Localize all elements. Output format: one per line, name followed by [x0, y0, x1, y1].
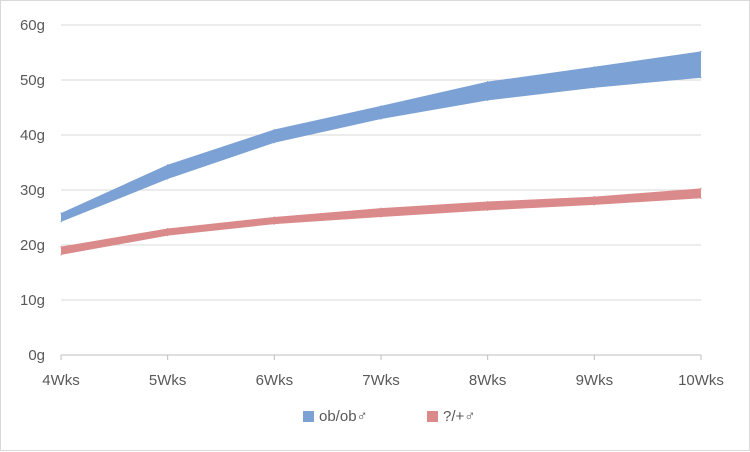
series-1-upper-point-6 [700, 187, 702, 189]
x-tick-label-0: 4Wks [42, 372, 80, 389]
legend-swatch-0 [303, 411, 314, 422]
series-1-lower-point-4 [487, 209, 489, 211]
series-band-0 [61, 51, 701, 222]
series-1-upper-point-4 [487, 200, 489, 203]
series-1-lower-point-1 [167, 235, 169, 237]
series-0-lower-point-6 [700, 77, 702, 79]
series-1-lower-point-3 [380, 216, 382, 218]
series-bands [60, 50, 702, 256]
legend-label-1: ?/+♂ [443, 408, 476, 425]
x-tick-label-2: 6Wks [256, 372, 294, 389]
series-0-lower-point-3 [380, 118, 382, 120]
series-band-1 [61, 188, 701, 255]
series-1-lower-point-2 [273, 223, 275, 225]
y-tick-label-20: 20g [20, 237, 45, 254]
x-axis [60, 354, 702, 360]
series-0-upper-point-5 [593, 66, 595, 68]
series-1-lower-point-6 [700, 197, 702, 199]
y-tick-label-30: 30g [20, 182, 45, 199]
x-tick-labels: 4Wks 5Wks 6Wks 7Wks 8Wks 9Wks 10Wks [42, 372, 724, 389]
x-tick-label-4: 8Wks [469, 372, 507, 389]
series-0-lower-point-1 [167, 178, 169, 180]
legend: ob/ob♂ ?/+♂ [303, 408, 476, 425]
series-1-upper-point-2 [273, 216, 275, 218]
x-tick-label-5: 9Wks [576, 372, 614, 389]
series-0-upper-point-6 [700, 50, 702, 53]
x-tick-label-6: 10Wks [678, 372, 724, 389]
series-0-lower-point-5 [593, 87, 595, 89]
series-0-lower-point-4 [487, 99, 489, 101]
legend-swatch-1 [427, 411, 438, 422]
series-0-upper-point-3 [380, 105, 382, 107]
legend-label-0: ob/ob♂ [319, 408, 368, 425]
y-tick-label-10: 10g [20, 292, 45, 309]
y-tick-label-50: 50g [20, 72, 45, 89]
series-0-lower-point-2 [273, 142, 275, 144]
series-1-upper-point-0 [60, 246, 62, 248]
series-0-upper-point-4 [487, 81, 489, 83]
gridlines [61, 24, 701, 301]
series-1-upper-point-3 [380, 207, 382, 209]
y-tick-label-60: 60g [20, 17, 45, 34]
y-tick-labels: 0g 10g 20g 30g 40g 50g 60g [20, 17, 45, 364]
x-tick-label-3: 7Wks [362, 372, 400, 389]
series-1-lower-point-5 [593, 204, 595, 206]
series-0-lower-point-0 [60, 221, 62, 223]
x-tick-label-1: 5Wks [149, 372, 187, 389]
series-0-upper-point-2 [273, 128, 275, 131]
y-tick-label-40: 40g [20, 127, 45, 144]
y-tick-label-0: 0g [28, 347, 45, 364]
series-1-upper-point-1 [167, 227, 169, 230]
series-1-lower-point-0 [60, 254, 62, 256]
series-1-upper-point-5 [593, 196, 595, 198]
series-0-upper-point-0 [60, 212, 62, 214]
series-0-upper-point-1 [167, 164, 169, 166]
